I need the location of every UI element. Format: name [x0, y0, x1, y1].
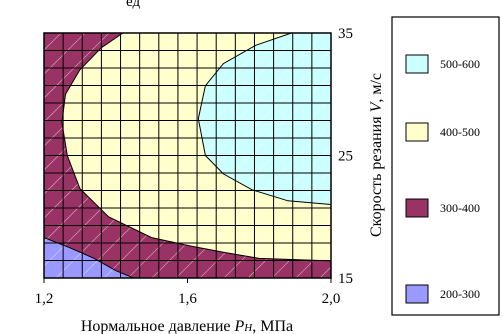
- hatch-line: [271, 218, 331, 278]
- contour-regions: [44, 33, 331, 278]
- legend-label: 400-500: [440, 125, 480, 139]
- hatch-line: [0, 33, 37, 278]
- legend-swatch-300-400: [405, 198, 429, 218]
- legend-swatch-200-300: [405, 284, 429, 304]
- hatch-line: [223, 170, 331, 278]
- x-axis-label-prefix: Нормальное давление: [81, 318, 235, 334]
- x-axis-label: Нормальное давление PН, МПа: [81, 318, 293, 334]
- plot-area: [0, 33, 331, 278]
- y-tick-label: 25: [338, 149, 353, 165]
- legend-label: 300-400: [440, 201, 480, 215]
- y-axis-label-suffix: , м/с: [368, 73, 385, 103]
- x-tick-label: 2,0: [322, 291, 341, 307]
- legend: 500-600 400-500 300-400 200-300: [405, 54, 480, 304]
- region-200-300: [44, 237, 134, 278]
- x-axis-label-symbol: P: [233, 318, 244, 334]
- y-axis-label-prefix: Скорость резания: [368, 112, 385, 237]
- grid-lines: [44, 33, 331, 278]
- region-500-600: [198, 33, 331, 205]
- hatch-line: [44, 33, 158, 147]
- hatch-line: [0, 33, 13, 278]
- boundary-200-300: [44, 237, 134, 278]
- y-axis-label: Скорость резания V, м/с: [368, 73, 385, 237]
- legend-swatch-500-600: [405, 54, 429, 74]
- y-tick-label: 15: [338, 271, 353, 287]
- top-clipped-text: ед: [126, 0, 140, 10]
- x-tick-labels: 1,2 1,6 2,0: [35, 278, 341, 307]
- hatch-line: [247, 194, 331, 278]
- x-axis-label-suffix: , МПа: [252, 318, 293, 334]
- y-axis-label-symbol: V: [368, 100, 385, 112]
- legend-swatch-400-500: [405, 122, 429, 142]
- y-tick-labels: 15 25 35: [338, 26, 353, 287]
- legend-label: 500-600: [440, 57, 480, 71]
- hatch-line: [44, 33, 110, 99]
- x-axis-label-subscript: Н: [243, 322, 253, 334]
- y-tick-label: 35: [338, 26, 353, 42]
- legend-label: 200-300: [440, 287, 480, 301]
- x-tick-label: 1,2: [35, 291, 54, 307]
- hatch-line: [44, 33, 134, 123]
- boundary-500-600: [197, 33, 331, 206]
- x-tick-label: 1,6: [178, 291, 197, 307]
